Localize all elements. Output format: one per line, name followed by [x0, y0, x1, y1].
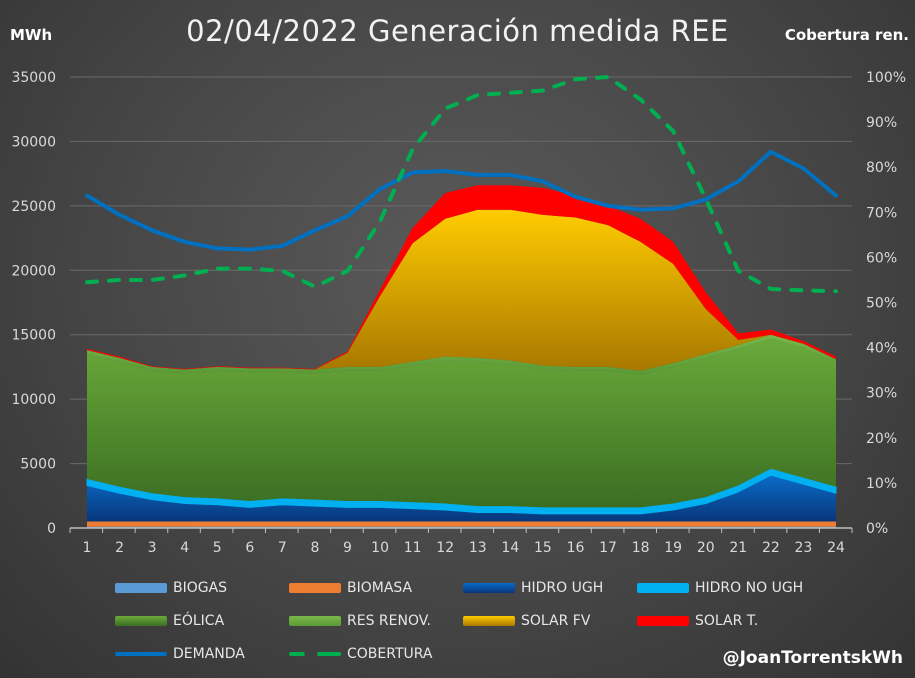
legend-label: SOLAR FV [521, 613, 591, 629]
x-tick-label: 4 [180, 540, 189, 556]
legend-label: RES RENOV. [347, 613, 431, 629]
area-solar-fv [87, 209, 836, 371]
y2-tick-label: 20% [866, 431, 897, 447]
x-tick-label: 8 [310, 540, 319, 556]
x-tick-label: 6 [245, 540, 254, 556]
y-tick-label: 20000 [11, 263, 56, 279]
x-tick-label: 2 [115, 540, 124, 556]
legend-item: SOLAR FV [463, 613, 590, 629]
x-tick-label: 13 [469, 540, 487, 556]
x-tick-label: 22 [762, 540, 780, 556]
x-tick-label: 16 [567, 540, 585, 556]
legend-swatch [115, 583, 167, 593]
y-tick-label: 5000 [20, 457, 56, 473]
legend-swatch [289, 652, 341, 656]
legend-item: SOLAR T. [637, 613, 758, 629]
y-tick-label: 10000 [11, 392, 56, 408]
legend-swatch [637, 583, 689, 593]
x-tick-label: 9 [343, 540, 352, 556]
x-tick-label: 17 [599, 540, 617, 556]
area-res-renov- [87, 334, 836, 375]
line-demanda [85, 149, 838, 252]
legend-swatch [463, 583, 515, 593]
x-tick-label: 23 [795, 540, 813, 556]
x-tick-label: 24 [827, 540, 845, 556]
legend-label: DEMANDA [173, 646, 245, 662]
legend-swatch [115, 652, 167, 656]
x-tick-label: 14 [501, 540, 519, 556]
area-hidro-ugh [87, 475, 836, 522]
legend-swatch [115, 616, 167, 626]
legend-label: HIDRO UGH [521, 580, 604, 596]
area-e-lica [87, 338, 836, 508]
y-tick-label: 15000 [11, 328, 56, 344]
legend-item: DEMANDA [115, 646, 245, 662]
area-solar-t- [87, 185, 836, 370]
legend-item: HIDRO UGH [463, 580, 603, 596]
y2-tick-label: 40% [866, 341, 897, 357]
legend-label: BIOMASA [347, 580, 413, 596]
legend-item: BIOGAS [115, 580, 227, 596]
y2-tick-label: 10% [866, 476, 897, 492]
author-credit: @JoanTorrentskWh [722, 648, 903, 668]
y2-tick-label: 60% [866, 250, 897, 266]
legend-item: BIOMASA [289, 580, 412, 596]
y-tick-label: 35000 [11, 70, 56, 86]
x-tick-label: 3 [148, 540, 157, 556]
legend-label: EÓLICA [173, 613, 225, 629]
area-biomasa [87, 521, 836, 527]
legend-swatch [289, 583, 341, 593]
legend-item: COBERTURA [289, 646, 433, 662]
x-tick-label: 10 [371, 540, 389, 556]
x-tick-label: 18 [632, 540, 650, 556]
legend-item: RES RENOV. [289, 613, 431, 629]
legend-swatch [637, 616, 689, 626]
y2-tick-label: 30% [866, 386, 897, 402]
x-tick-label: 21 [729, 540, 747, 556]
y2-tick-label: 70% [866, 205, 897, 221]
y-tick-label: 0 [47, 521, 56, 537]
y-tick-label: 25000 [11, 199, 56, 215]
y2-tick-label: 0% [866, 521, 888, 537]
y2-tick-label: 90% [866, 115, 897, 131]
x-tick-label: 5 [213, 540, 222, 556]
x-tick-label: 19 [664, 540, 682, 556]
y2-tick-label: 100% [866, 70, 906, 86]
legend-label: HIDRO NO UGH [695, 580, 804, 596]
legend-swatch [463, 616, 515, 626]
x-tick-label: 15 [534, 540, 552, 556]
y-tick-label: 30000 [11, 134, 56, 150]
legend-item: EÓLICA [115, 613, 224, 629]
legend-label: BIOGAS [173, 580, 228, 596]
legend-swatch [289, 616, 341, 626]
x-tick-label: 11 [404, 540, 422, 556]
legend-label: COBERTURA [347, 646, 433, 662]
x-tick-label: 7 [278, 540, 287, 556]
y-axis-label: MWh [10, 26, 53, 44]
x-tick-label: 12 [436, 540, 454, 556]
legend-label: SOLAR T. [695, 613, 759, 629]
x-tick-label: 20 [697, 540, 715, 556]
chart-title: 02/04/2022 Generación medida REE [186, 14, 729, 48]
y2-axis-label: Cobertura ren. [784, 26, 909, 44]
legend-item: HIDRO NO UGH [637, 580, 803, 596]
y2-tick-label: 50% [866, 296, 897, 312]
y2-tick-label: 80% [866, 160, 897, 176]
line-cobertura [85, 75, 838, 294]
x-tick-label: 1 [83, 540, 92, 556]
